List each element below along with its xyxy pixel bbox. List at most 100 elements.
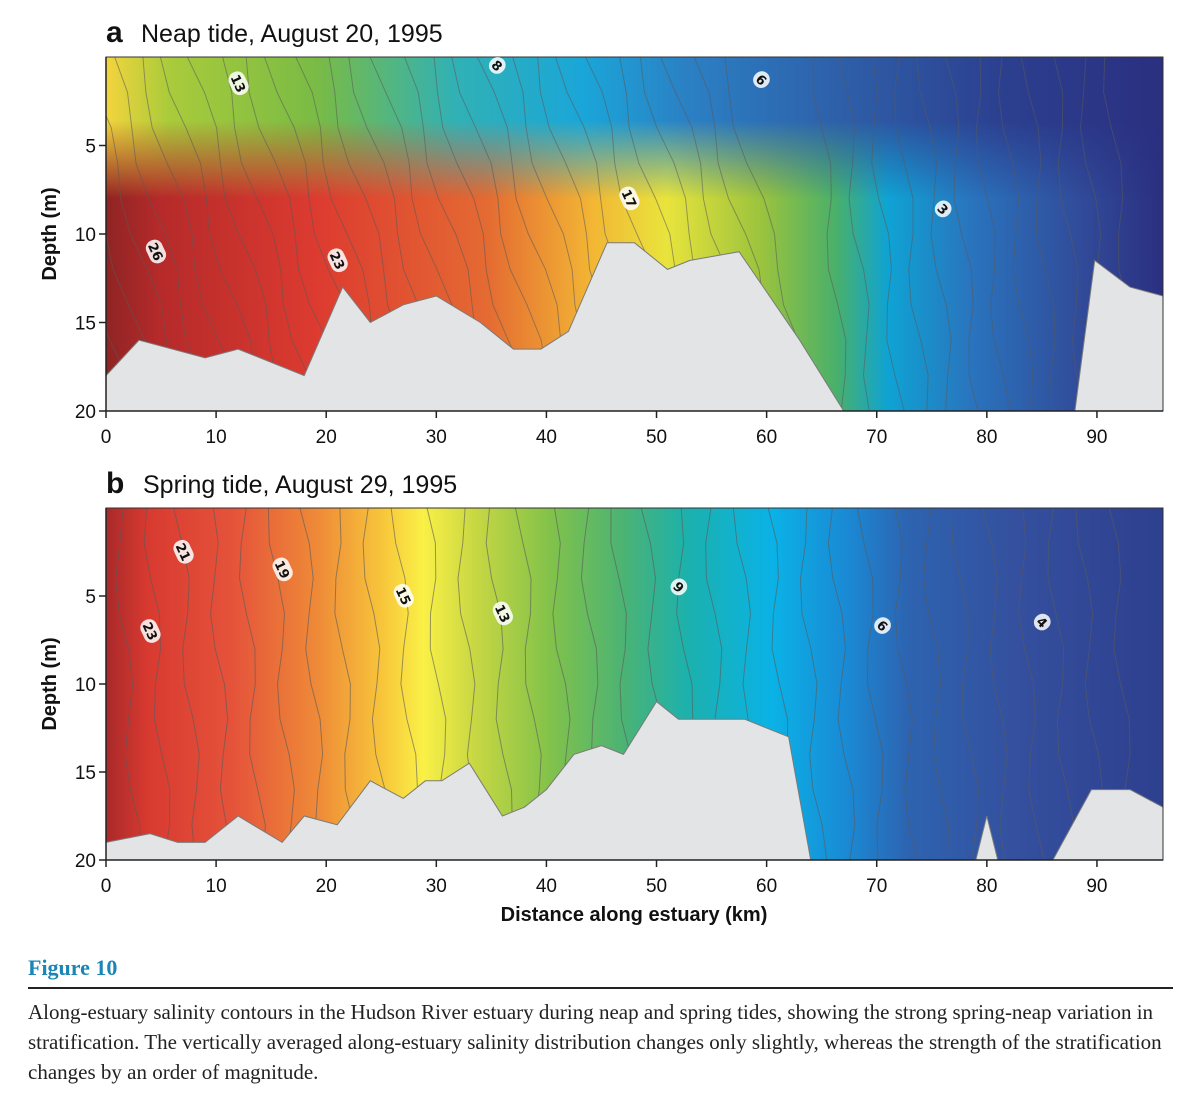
y-tick-label: 10: [75, 225, 96, 246]
svg-text:23: 23: [326, 250, 347, 273]
svg-text:13: 13: [227, 73, 248, 96]
x-tick-label: 90: [1086, 876, 1107, 897]
isoline: [210, 508, 236, 860]
isoline: [222, 57, 324, 411]
contour-label: 21: [172, 539, 194, 564]
contour-label: 15: [392, 583, 414, 608]
salinity-figure: a Neap tide, August 20, 1995 0 10 20 30 40 50…: [39, 16, 1164, 926]
x-tick-label: 50: [646, 427, 667, 448]
x-tick-label: 0: [101, 876, 112, 897]
x-tick-label: 90: [1086, 427, 1107, 448]
x-tick-label: 70: [866, 876, 887, 897]
isoline: [1020, 57, 1056, 411]
isoline: [799, 508, 828, 860]
x-axis-label: Distance along estuary (km): [501, 904, 768, 926]
x-tick-label: 80: [976, 876, 997, 897]
contour-label: 23: [326, 248, 348, 273]
panel-b-contour-labels: 21 19 23 15 13 9 6 4: [138, 539, 1051, 643]
svg-text:21: 21: [172, 541, 193, 564]
isoline: [894, 508, 919, 860]
x-tick-label: 30: [426, 427, 447, 448]
isoline: [1053, 57, 1088, 411]
y-tick-label: 5: [85, 587, 96, 608]
panel-b-letter: b: [106, 467, 124, 500]
isoline: [997, 57, 1034, 411]
isoline: [115, 508, 143, 860]
panel-b-y-axis: 5 10 15 20: [75, 508, 107, 872]
isoline: [836, 57, 870, 411]
y-tick-label: 10: [75, 675, 96, 696]
isoline: [142, 57, 242, 411]
contour-label: 9: [669, 578, 688, 596]
isoline: [916, 57, 952, 411]
x-tick-label: 40: [536, 427, 557, 448]
x-tick-label: 0: [101, 427, 112, 448]
contour-label: 8: [488, 57, 506, 75]
isoline: [334, 508, 362, 860]
isoline: [894, 57, 929, 411]
isoline: [299, 508, 324, 860]
svg-text:17: 17: [617, 188, 638, 211]
contour-label: 17: [617, 186, 640, 211]
x-tick-label: 60: [756, 427, 777, 448]
svg-text:23: 23: [138, 620, 159, 643]
x-tick-label: 70: [866, 427, 887, 448]
isoline: [143, 508, 171, 860]
panel-b-riverbed: [106, 700, 1163, 860]
isoline: [812, 57, 847, 411]
isoline: [871, 57, 905, 411]
x-tick-label: 20: [316, 427, 337, 448]
panel-a-contour-labels: 13 8 6 26 23 17 3: [144, 57, 952, 273]
y-tick-label: 20: [75, 402, 96, 423]
isoline: [1018, 508, 1045, 860]
isoline: [159, 57, 260, 411]
isoline: [856, 508, 884, 860]
isoline: [922, 508, 951, 860]
panel-a-y-axis: 5 10 15 20: [75, 57, 107, 423]
contour-label: 13: [227, 71, 249, 96]
x-tick-label: 10: [206, 876, 227, 897]
isoline: [173, 508, 200, 860]
isoline: [238, 508, 266, 860]
x-tick-label: 50: [646, 876, 667, 897]
isoline: [1047, 508, 1075, 860]
isoline: [952, 508, 979, 860]
contour-label: 23: [138, 619, 161, 643]
panel-a-x-axis: 0 10 20 30 40 50 60 70 80 90: [101, 410, 1163, 448]
isoline: [944, 57, 979, 411]
isoline: [827, 508, 856, 860]
panel-a-contours: [106, 57, 1163, 411]
svg-text:26: 26: [144, 241, 165, 264]
contour-label: 3: [934, 200, 952, 218]
contour-label: 6: [752, 71, 770, 89]
panel-a-y-label: Depth (m): [39, 187, 61, 280]
caption-divider: [28, 987, 1173, 989]
panel-a-title: Neap tide, August 20, 1995: [141, 20, 443, 48]
x-tick-label: 40: [536, 876, 557, 897]
isoline: [106, 328, 138, 411]
y-tick-label: 20: [75, 851, 96, 872]
contour-label: 19: [271, 557, 293, 581]
contour-label: 6: [873, 617, 891, 635]
contour-label: 13: [491, 601, 513, 626]
y-tick-label: 5: [85, 137, 96, 158]
isoline: [982, 508, 1008, 860]
isoline: [114, 57, 218, 411]
panel-b-contours: [106, 508, 1163, 860]
panel-a-letter: a: [106, 16, 123, 49]
figure-caption: Along-estuary salinity contours in the H…: [28, 1000, 1162, 1084]
panel-b-x-axis: 0 10 20 30 40 50 60 70 80 90: [101, 859, 1163, 897]
isoline: [186, 57, 291, 411]
figure-label: Figure 10: [28, 955, 118, 980]
y-tick-label: 15: [75, 314, 96, 335]
x-tick-label: 10: [206, 427, 227, 448]
isoline: [485, 508, 513, 860]
figure-caption-block: Figure 10 Along-estuary salinity contour…: [28, 955, 1173, 1087]
panel-b-y-label: Depth (m): [39, 637, 61, 730]
x-tick-label: 60: [756, 876, 777, 897]
x-tick-label: 80: [976, 427, 997, 448]
contour-label: 4: [1033, 613, 1051, 632]
svg-text:13: 13: [491, 603, 512, 626]
contour-label: 26: [144, 239, 167, 264]
x-tick-label: 30: [426, 876, 447, 897]
